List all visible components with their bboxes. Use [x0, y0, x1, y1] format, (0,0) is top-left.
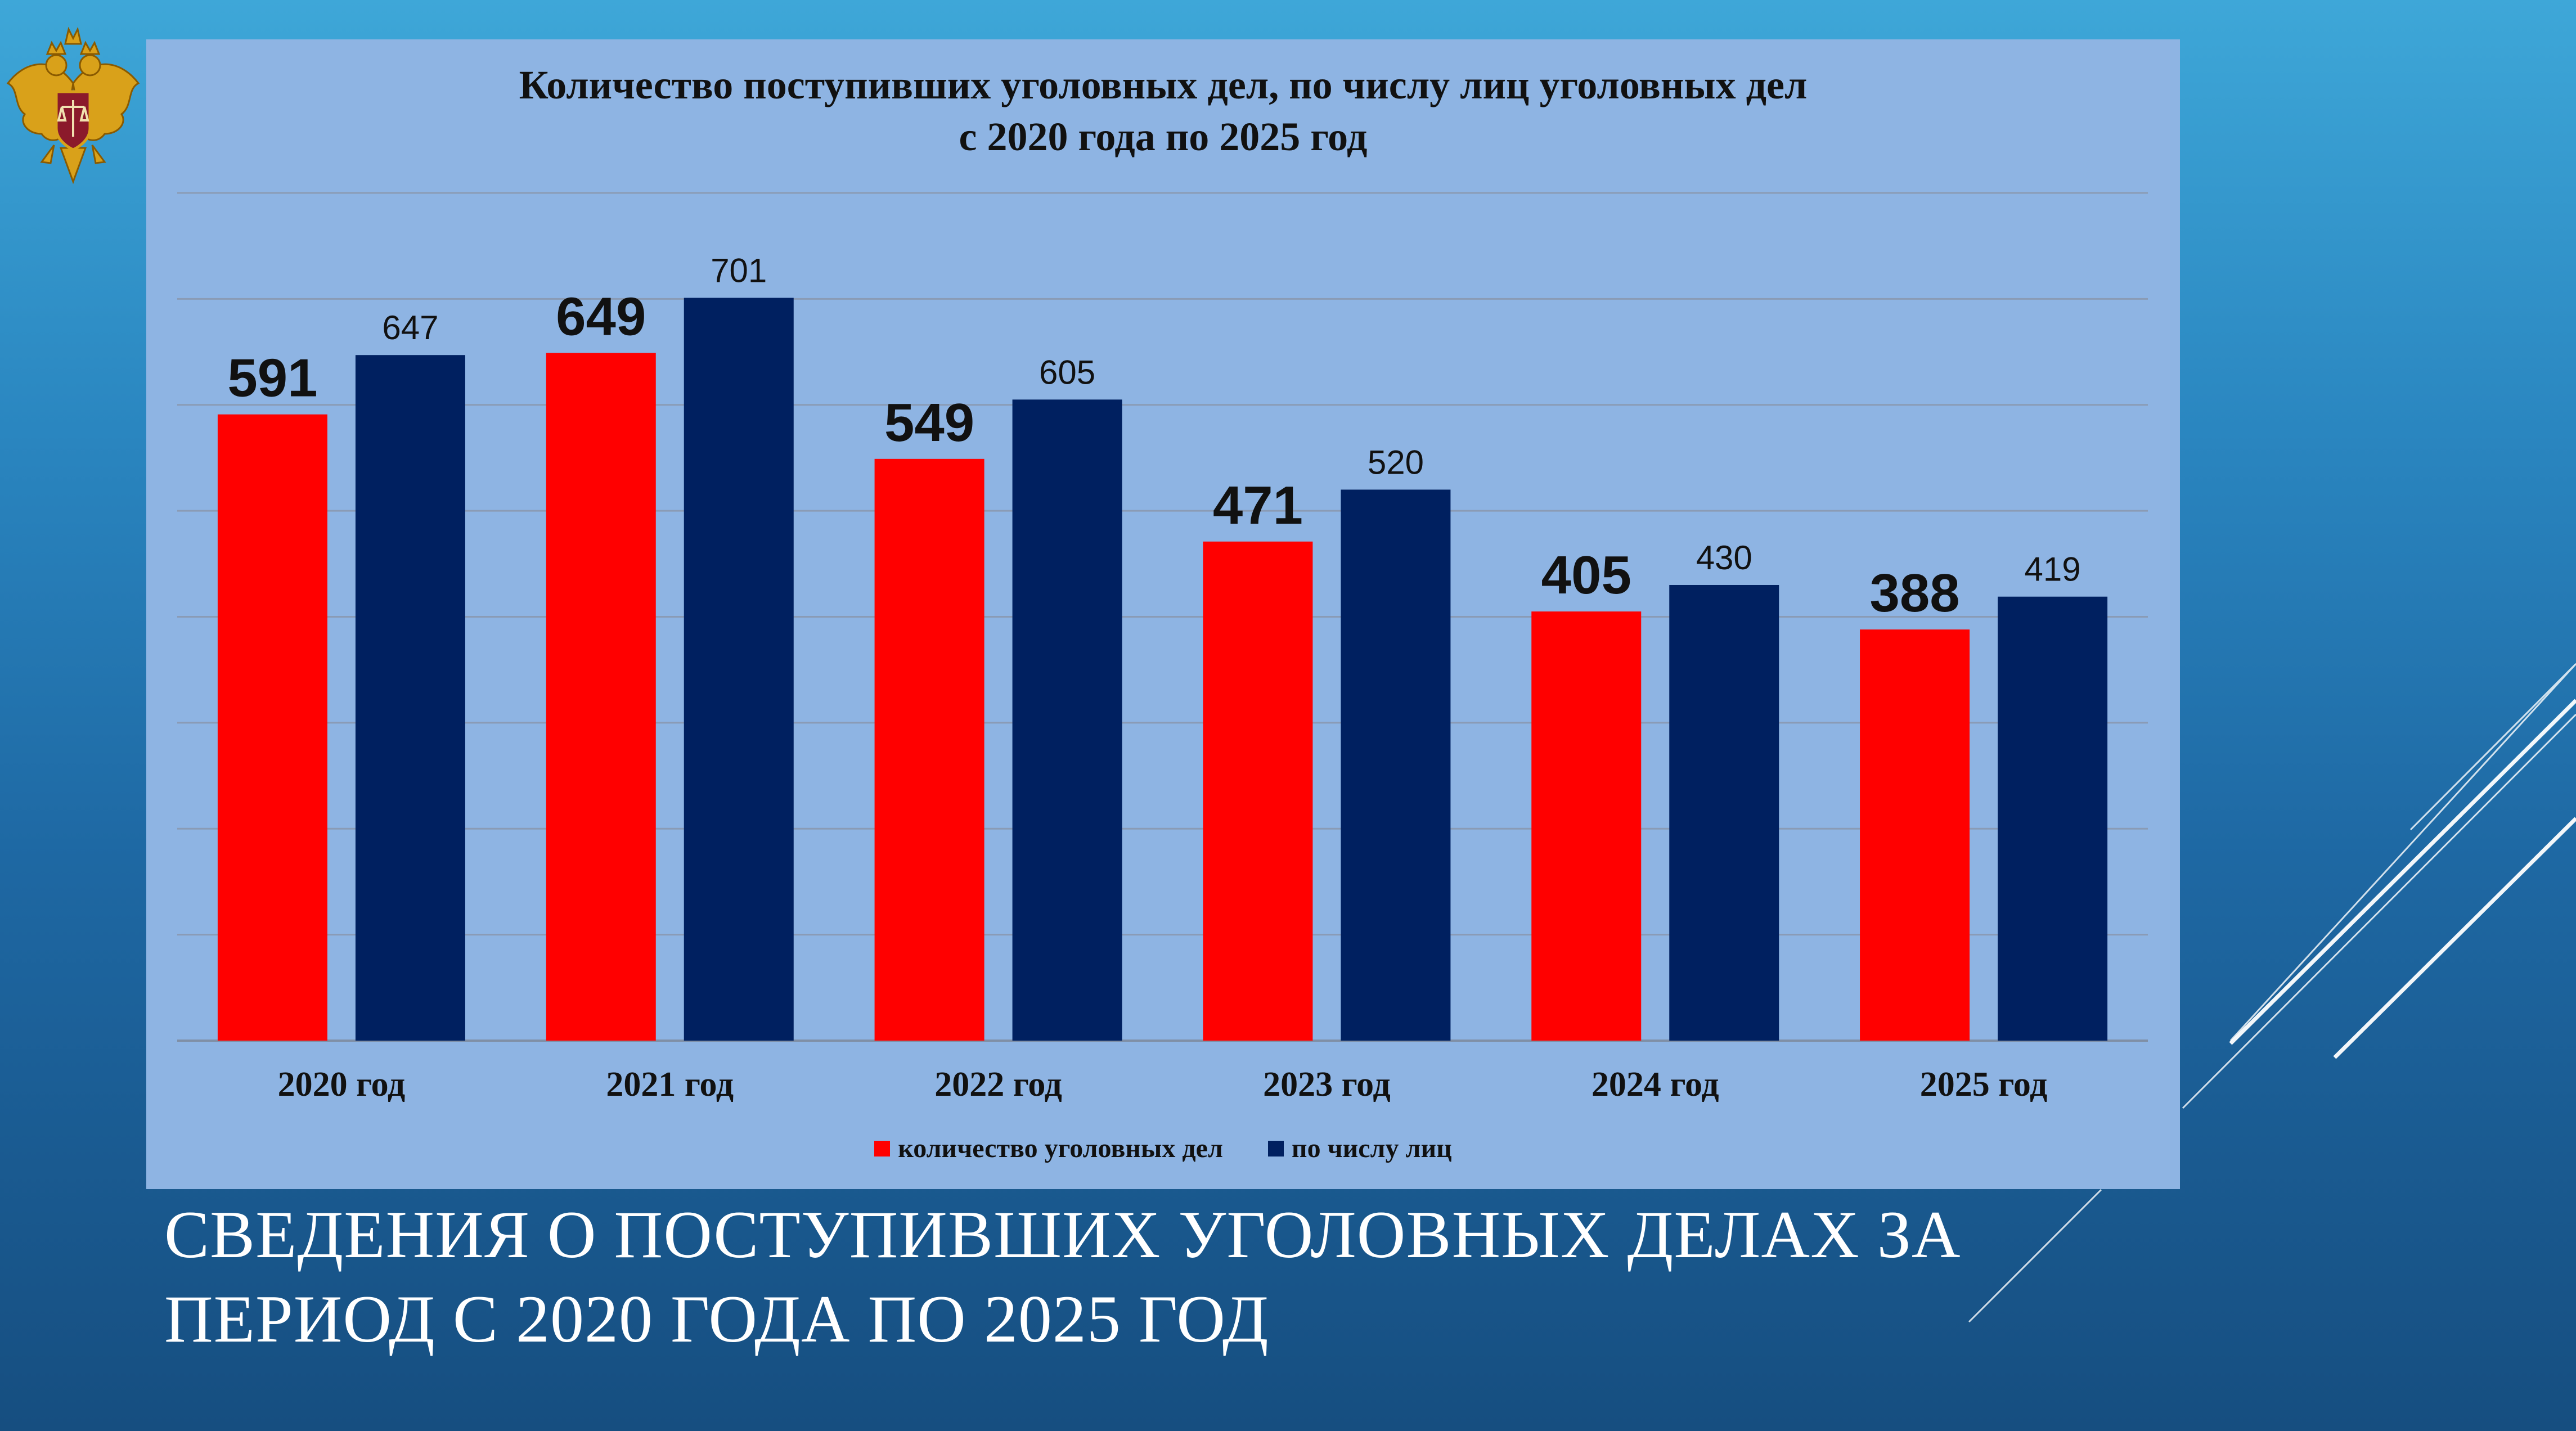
legend-label-persons: по числу лиц — [1291, 1133, 1452, 1163]
data-label-persons: 605 — [1039, 353, 1095, 391]
deco-line — [2229, 699, 2576, 1045]
x-tick-label: 2021 год — [606, 1065, 734, 1104]
data-label-persons: 430 — [1696, 539, 1752, 577]
bar-cases — [217, 414, 327, 1041]
deco-line — [2409, 663, 2576, 831]
bar-persons — [1669, 584, 1779, 1041]
bar-persons — [355, 355, 465, 1041]
bar-cases — [874, 458, 984, 1041]
legend-swatch-persons — [1267, 1140, 1284, 1156]
chart-panel: Количество поступивших уголовных дел, по… — [146, 39, 2180, 1189]
x-tick-label: 2022 год — [934, 1065, 1062, 1104]
data-label-cases: 649 — [556, 286, 646, 346]
deco-line — [2229, 663, 2576, 1042]
bar-chart: 591 647 649 701 549 605 471 520 405 430 388 419 202… — [177, 192, 2148, 1104]
x-tick-label: 2020 год — [278, 1065, 406, 1104]
bar-cases — [1860, 629, 1970, 1041]
bar-persons — [684, 298, 794, 1041]
data-label-cases: 388 — [1869, 563, 1959, 623]
legend-item-cases: количество уголовных дел — [874, 1133, 1223, 1164]
bar-cases — [1203, 541, 1313, 1041]
data-label-cases: 549 — [884, 393, 974, 453]
x-tick-label: 2025 год — [1920, 1065, 2048, 1104]
data-label-persons: 647 — [382, 309, 438, 346]
slide-caption: СВЕДЕНИЯ О ПОСТУПИВШИХ УГОЛОВНЫХ ДЕЛАХ З… — [164, 1192, 2133, 1361]
data-label-cases: 405 — [1541, 545, 1631, 605]
x-tick-label: 2024 год — [1592, 1065, 1719, 1104]
data-label-cases: 591 — [227, 348, 317, 408]
deco-line — [2182, 713, 2576, 1109]
slide-caption-line2: ПЕРИОД С 2020 ГОДА ПО 2025 ГОД — [164, 1281, 1269, 1356]
legend-label-cases: количество уголовных дел — [898, 1133, 1223, 1163]
bar-cases — [546, 353, 656, 1041]
chart-legend: количество уголовных дел по числу лиц — [146, 1133, 2180, 1164]
deco-line — [2333, 817, 2576, 1059]
data-label-persons: 520 — [1368, 443, 1424, 481]
chart-title-line2: с 2020 года по 2025 год — [959, 114, 1368, 159]
data-label-cases: 471 — [1213, 475, 1303, 536]
bar-persons — [1012, 399, 1122, 1041]
bar-persons — [1998, 596, 2108, 1041]
chart-title: Количество поступивших уголовных дел, по… — [146, 59, 2180, 163]
bar-persons — [1341, 489, 1451, 1041]
legend-item-persons: по числу лиц — [1267, 1133, 1452, 1164]
deco-line — [1968, 1189, 2102, 1323]
legend-swatch-cases — [874, 1140, 891, 1156]
data-label-persons: 701 — [711, 251, 767, 289]
chart-title-line1: Количество поступивших уголовных дел, по… — [519, 62, 1808, 107]
slide-caption-line1: СВЕДЕНИЯ О ПОСТУПИВШИХ УГОЛОВНЫХ ДЕЛАХ З… — [164, 1197, 1961, 1272]
russian-eagle-emblem-icon — [6, 26, 140, 184]
data-label-persons: 419 — [2025, 551, 2081, 588]
bar-cases — [1531, 611, 1642, 1041]
x-tick-label: 2023 год — [1263, 1065, 1391, 1104]
